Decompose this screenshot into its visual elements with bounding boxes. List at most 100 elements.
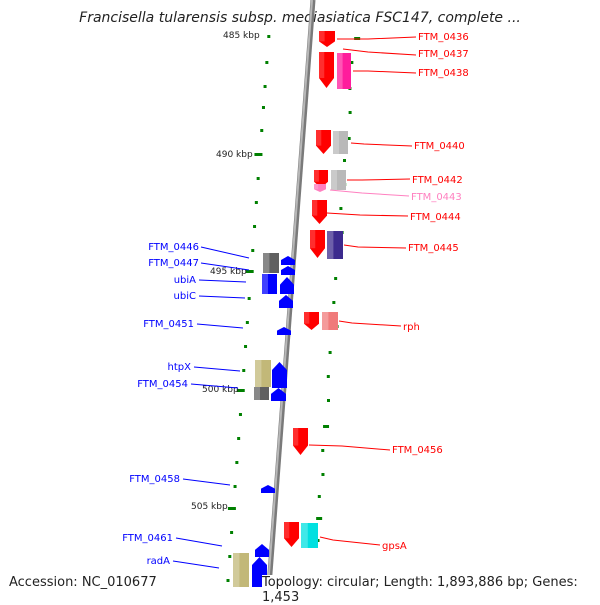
gene-ubiA-shade xyxy=(262,274,268,294)
map-title: Francisella tularensis subsp. mediasiati… xyxy=(79,10,521,26)
gene-features xyxy=(233,31,351,587)
tick-mark xyxy=(261,106,265,109)
tick-mark xyxy=(226,579,230,582)
gene-label-FTM_0445[interactable]: FTM_0445 xyxy=(408,243,459,254)
tick-mark xyxy=(332,301,336,304)
gene-rph-b xyxy=(322,312,338,330)
tick-mark xyxy=(254,153,263,156)
leader-line xyxy=(200,262,250,271)
tick-mark xyxy=(247,297,251,300)
leader-line xyxy=(350,142,413,147)
gene-label-FTM_0436[interactable]: FTM_0436 xyxy=(418,32,469,43)
tick-mark xyxy=(339,207,343,210)
gene-FTM_0446 xyxy=(263,253,279,273)
gene-FTM_0442 xyxy=(314,170,328,188)
tick-mark xyxy=(317,495,321,498)
gene-rph-shade xyxy=(304,312,310,324)
gene-gpsA-shade xyxy=(284,522,290,539)
tick-mark xyxy=(236,389,245,392)
gene-FTM_0445 xyxy=(310,230,325,258)
tick-label: 495 kbp xyxy=(210,267,247,277)
gene-label-FTM_0438[interactable]: FTM_0438 xyxy=(418,68,469,79)
gene-label-FTM_0458[interactable]: FTM_0458 xyxy=(129,474,180,485)
gene-label-FTM_0437[interactable]: FTM_0437 xyxy=(418,49,469,60)
tick-mark xyxy=(265,61,269,64)
gene-htpX-box-shade xyxy=(255,360,262,387)
gene-label-htpX[interactable]: htpX xyxy=(168,362,192,373)
gene-FTM_0436-shade xyxy=(319,31,325,42)
gene-FTM_0454-box xyxy=(254,387,269,400)
tick-label: 485 kbp xyxy=(223,31,260,41)
tick-mark xyxy=(263,85,267,88)
tick-mark xyxy=(238,413,242,416)
gene-FTM_0454-box-shade xyxy=(254,387,260,400)
gene-FTM_0458 xyxy=(261,485,275,493)
gene-gpsA xyxy=(284,522,299,547)
gene-rph xyxy=(304,312,319,330)
gene-label-FTM_0443[interactable]: FTM_0443 xyxy=(411,192,462,203)
gene-radA-box-shade xyxy=(233,553,240,587)
tick-mark xyxy=(321,473,325,476)
gene-label-FTM_0446[interactable]: FTM_0446 xyxy=(148,242,199,253)
gene-label-FTM_0454[interactable]: FTM_0454 xyxy=(137,379,188,390)
gene-FTM_0444-shade xyxy=(312,200,318,216)
gene-label-radA[interactable]: radA xyxy=(147,556,171,567)
leader-line xyxy=(329,189,410,197)
tick-mark xyxy=(260,129,264,132)
tick-mark xyxy=(316,517,323,520)
tick-mark xyxy=(321,449,325,452)
gene-label-rph[interactable]: rph xyxy=(403,322,420,333)
gene-FTM_0461 xyxy=(255,544,269,557)
gene-FTM_0438-shade xyxy=(337,53,343,89)
gene-label-FTM_0440[interactable]: FTM_0440 xyxy=(414,141,465,152)
leader-line xyxy=(338,320,402,327)
gene-FTM_0437-shade xyxy=(319,52,325,78)
gene-FTM_0445-b xyxy=(327,231,343,259)
gene-FTM_0446-shade xyxy=(263,253,270,273)
leader-line xyxy=(175,537,223,547)
tick-label: 490 kbp xyxy=(216,150,253,160)
leader-line xyxy=(319,536,381,546)
tick-label: 500 kbp xyxy=(202,385,239,395)
tick-mark xyxy=(267,35,271,38)
leader-line xyxy=(193,366,241,372)
tick-mark xyxy=(245,270,254,273)
tick-mark xyxy=(227,507,236,510)
tick-mark xyxy=(253,225,257,228)
gene-FTM_0444 xyxy=(312,200,327,224)
gene-FTM_0438 xyxy=(337,53,351,89)
gene-ubiC xyxy=(279,295,293,308)
gene-FTM_0440-shade xyxy=(316,130,322,146)
leader-line xyxy=(353,70,417,74)
gene-label-FTM_0444[interactable]: FTM_0444 xyxy=(410,212,461,223)
gene-FTM_0446-arrow xyxy=(281,256,295,265)
tick-marks xyxy=(226,35,361,582)
gene-label-ubiA[interactable]: ubiA xyxy=(174,275,196,286)
gene-gpsA-b-shade xyxy=(301,523,308,548)
tick-mark xyxy=(334,277,338,280)
gene-label-FTM_0447[interactable]: FTM_0447 xyxy=(148,258,199,269)
accession-text: Accession: NC_010677 xyxy=(9,575,157,590)
reverse-gene-labels: FTM_0446 FTM_0447 ubiA ubiC FTM_0451 htp… xyxy=(122,242,199,567)
tick-mark xyxy=(343,159,346,162)
gene-FTM_0456 xyxy=(293,428,308,455)
gene-label-FTM_0461[interactable]: FTM_0461 xyxy=(122,533,173,544)
gene-FTM_0440 xyxy=(316,130,331,154)
gene-FTM_0442-b xyxy=(331,170,346,190)
gene-FTM_0456-shade xyxy=(293,428,299,446)
gene-FTM_0436 xyxy=(319,31,335,47)
gene-label-ubiC[interactable]: ubiC xyxy=(174,291,196,302)
leader-line xyxy=(198,295,246,299)
gene-label-gpsA[interactable]: gpsA xyxy=(382,541,407,552)
gene-ubiA xyxy=(262,274,277,294)
gene-label-FTM_0456[interactable]: FTM_0456 xyxy=(392,445,443,456)
gene-FTM_0443 xyxy=(314,184,326,192)
gene-label-FTM_0442[interactable]: FTM_0442 xyxy=(412,175,463,186)
leader-line xyxy=(200,246,250,259)
tick-mark xyxy=(237,437,241,440)
tick-mark xyxy=(245,321,249,324)
gene-FTM_0440-b xyxy=(333,131,348,154)
gene-label-FTM_0451[interactable]: FTM_0451 xyxy=(143,319,194,330)
label-leaders xyxy=(172,36,417,569)
